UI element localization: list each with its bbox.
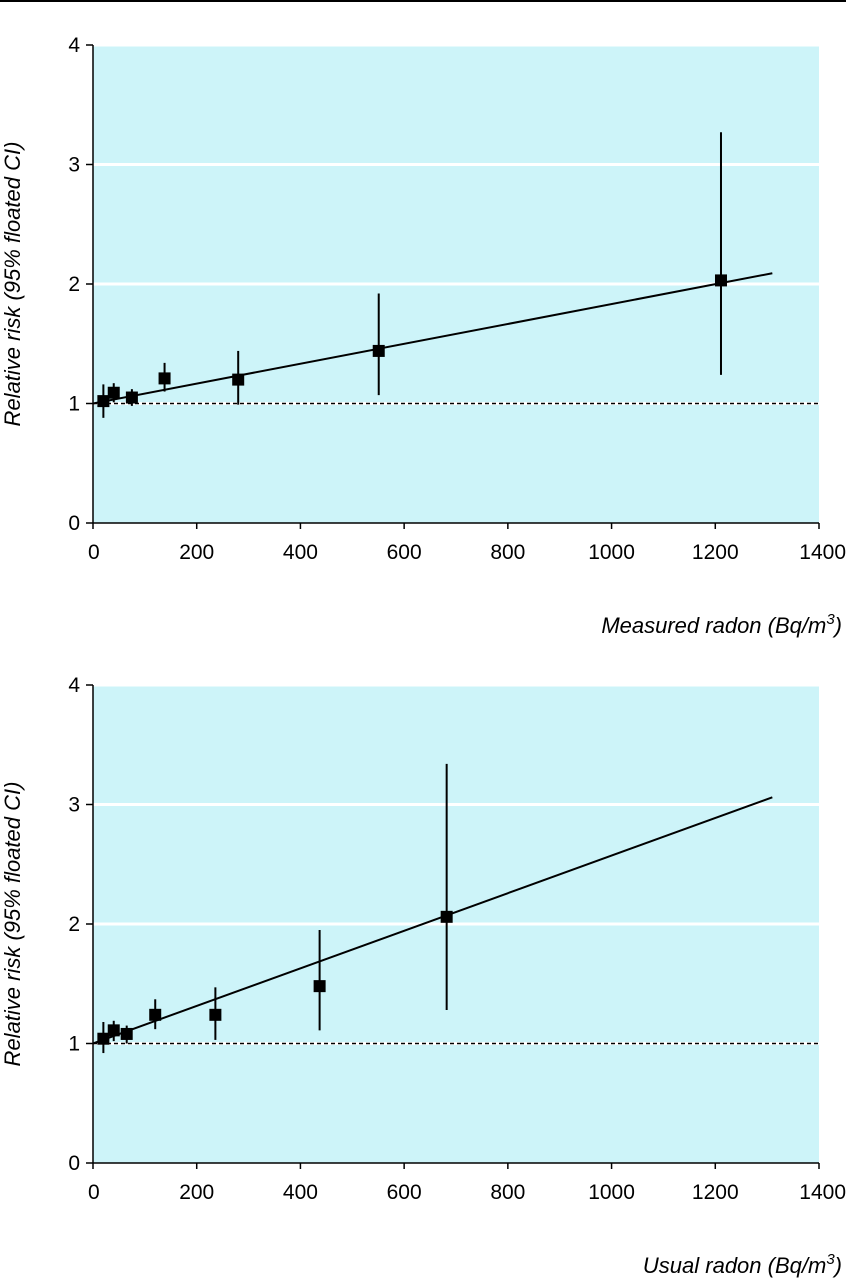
x-tick-label: 400	[283, 541, 318, 564]
x-axis-title: Usual radon (Bq/m3)	[643, 1251, 842, 1278]
chart-usual-radon: 0 1 2 3 4 0 200 400 600 800 1000 1200 1400 Relative r…	[0, 674, 846, 1278]
data-point	[714, 274, 727, 287]
data-point	[232, 373, 245, 386]
x-tick-label: 1200	[692, 541, 739, 564]
data-point	[440, 910, 453, 923]
x-tick-label: 0	[88, 541, 100, 564]
x-tick-label: 1400	[799, 1181, 846, 1204]
data-point	[125, 391, 138, 404]
data-point	[97, 1032, 110, 1045]
x-axis-title-superscript: 3	[826, 1251, 835, 1268]
x-axis-title-superscript: 3	[826, 611, 835, 628]
y-tick-label: 3	[68, 154, 80, 177]
y-tick-label: 1	[68, 1033, 80, 1056]
y-tick-label: 0	[68, 512, 80, 535]
x-tick-label: 600	[387, 1181, 422, 1204]
x-axis-title-main: Usual radon (Bq/m	[643, 1253, 826, 1278]
data-point	[209, 1008, 222, 1021]
x-tick-label: 800	[490, 1181, 525, 1204]
data-point	[97, 395, 110, 408]
chart-measured-radon: 0 1 2 3 4 0 200 400 600 800 1000 1200 1400 Relative r…	[0, 34, 846, 638]
y-tick-label: 4	[68, 34, 80, 57]
y-tick-label: 4	[68, 674, 80, 697]
x-tick-label: 1000	[588, 541, 635, 564]
x-axis-title-close: )	[832, 1253, 842, 1278]
fit-line	[92, 796, 773, 1045]
x-tick-label: 1400	[799, 541, 846, 564]
y-tick-label: 0	[68, 1152, 80, 1175]
x-tick-label: 400	[283, 1181, 318, 1204]
y-tick-label: 1	[68, 393, 80, 416]
data-point	[372, 344, 385, 357]
y-axis-title: Relative risk (95% floated CI)	[0, 782, 25, 1067]
y-tick-label: 2	[68, 273, 80, 296]
x-tick-label: 600	[387, 541, 422, 564]
x-tick-label: 0	[88, 1181, 100, 1204]
x-tick-label: 800	[490, 541, 525, 564]
data-point	[313, 980, 326, 993]
x-axis-title-close: )	[832, 613, 842, 638]
x-tick-label: 200	[179, 541, 214, 564]
data-point	[158, 372, 171, 385]
data-point	[149, 1008, 162, 1021]
x-tick-label: 1000	[588, 1181, 635, 1204]
y-axis-title: Relative risk (95% floated CI)	[0, 142, 25, 427]
x-tick-label: 200	[179, 1181, 214, 1204]
y-tick-label: 2	[68, 913, 80, 936]
y-tick-label: 3	[68, 794, 80, 817]
data-point	[120, 1027, 133, 1040]
x-tick-label: 1200	[692, 1181, 739, 1204]
top-rule	[0, 0, 846, 2]
fit-line	[92, 272, 773, 405]
x-axis-title: Measured radon (Bq/m3)	[601, 611, 842, 638]
data-point	[107, 1024, 120, 1037]
x-axis-title-main: Measured radon (Bq/m	[601, 613, 826, 638]
data-point	[107, 386, 120, 399]
